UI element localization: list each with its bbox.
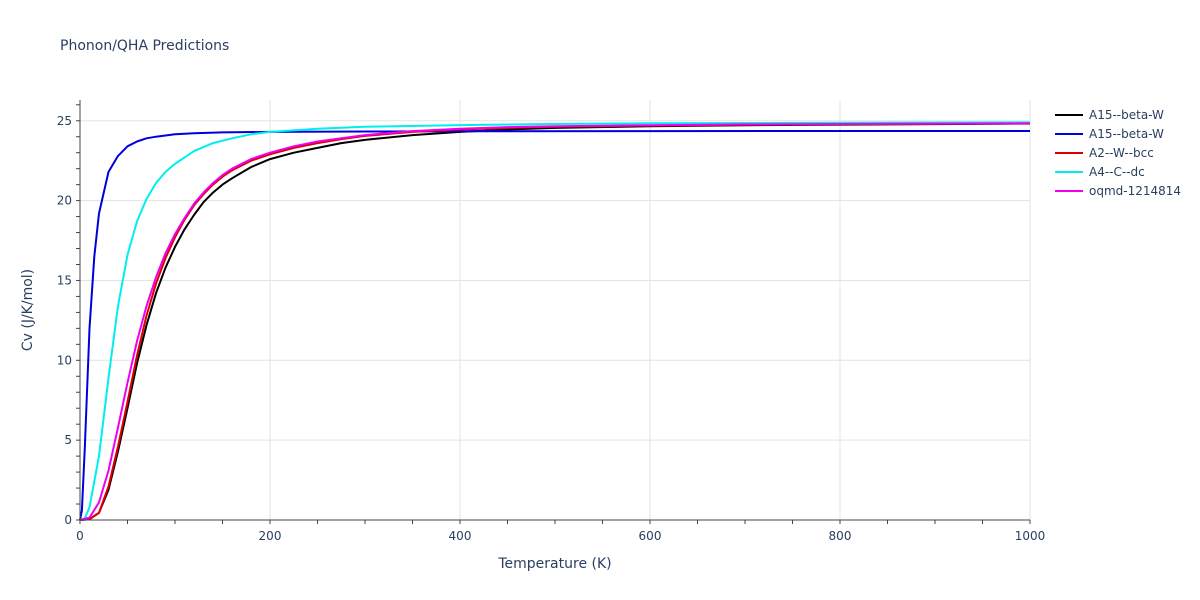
x-tick-label: 0: [76, 529, 84, 543]
y-axis-title: Cv (J/K/mol): [20, 269, 36, 351]
series-layer: [79, 121, 1031, 521]
y-tick-label: 10: [57, 353, 72, 367]
x-tick-label: 600: [639, 529, 662, 543]
x-tick-label: 800: [829, 529, 852, 543]
y-tick-label: 20: [57, 194, 72, 208]
minor-ticks: [76, 104, 1031, 524]
series-line-1: [79, 130, 1030, 521]
legend-item[interactable]: A15--beta-W: [1055, 127, 1164, 141]
x-tick-label: 400: [449, 529, 472, 543]
legend-item[interactable]: A4--C--dc: [1055, 165, 1145, 179]
y-tick-label: 15: [57, 273, 72, 287]
series-line-0: [79, 122, 1031, 521]
y-tick-label: 5: [64, 433, 72, 447]
legend-label: oqmd-1214814: [1089, 184, 1181, 198]
legend-label: A15--beta-W: [1089, 127, 1164, 141]
legend-label: A15--beta-W: [1089, 108, 1164, 122]
series-line-2: [79, 122, 1031, 521]
legend-item[interactable]: A15--beta-W: [1055, 108, 1164, 122]
y-tick-label: 25: [57, 114, 72, 128]
y-tick-labels: 0 5 10 15 20 25: [57, 114, 72, 527]
grid: [80, 100, 1031, 520]
x-tick-label: 1000: [1015, 529, 1046, 543]
legend-item[interactable]: A2--W--bcc: [1055, 146, 1154, 160]
legend[interactable]: A15--beta-W A15--beta-W A2--W--bcc A4--C--d…: [1055, 108, 1181, 198]
chart-title: Phonon/QHA Predictions: [60, 38, 229, 54]
x-tick-label: 200: [259, 529, 282, 543]
axes: [79, 100, 1030, 521]
legend-label: A2--W--bcc: [1089, 146, 1154, 160]
legend-label: A4--C--dc: [1089, 165, 1145, 179]
series-line-4: [79, 122, 1031, 521]
x-tick-labels: 0 200 400 600 800 1000: [76, 529, 1045, 543]
x-axis-title: Temperature (K): [497, 556, 611, 572]
series-line-3: [79, 121, 1031, 521]
y-tick-label: 0: [64, 513, 72, 527]
legend-item[interactable]: oqmd-1214814: [1055, 184, 1181, 198]
